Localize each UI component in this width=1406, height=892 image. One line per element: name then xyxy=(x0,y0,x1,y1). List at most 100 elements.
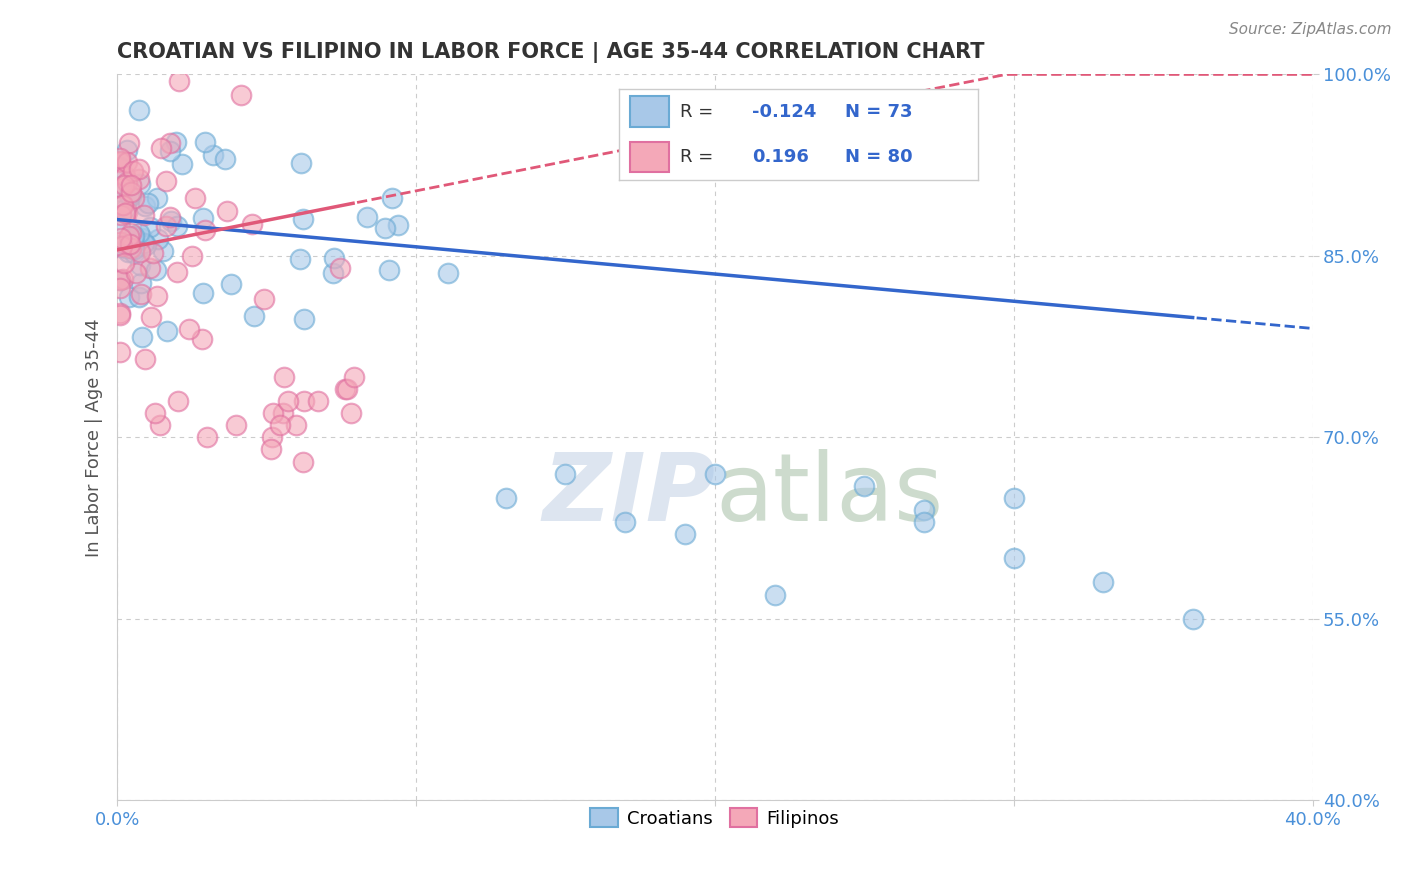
Point xyxy=(292,394,315,409)
Point xyxy=(333,382,356,396)
Point xyxy=(120,178,142,192)
Point xyxy=(167,74,190,88)
Text: ZIP: ZIP xyxy=(541,450,714,541)
Point xyxy=(112,256,135,270)
Point xyxy=(118,136,141,150)
Point xyxy=(437,267,460,281)
Point xyxy=(343,369,366,384)
Point xyxy=(155,219,177,233)
Point xyxy=(172,157,194,171)
Point xyxy=(118,188,141,202)
Point xyxy=(554,467,576,481)
Point xyxy=(122,236,145,251)
Point xyxy=(329,260,352,275)
Text: Source: ZipAtlas.com: Source: ZipAtlas.com xyxy=(1229,22,1392,37)
Point xyxy=(114,242,136,256)
Point xyxy=(120,186,142,200)
Point xyxy=(202,148,225,162)
Point xyxy=(378,262,401,277)
Point xyxy=(118,290,141,304)
Point xyxy=(262,406,284,420)
Point xyxy=(110,208,132,222)
Point xyxy=(146,232,169,246)
Point xyxy=(117,228,139,243)
Point xyxy=(165,135,187,149)
Point xyxy=(129,245,152,260)
Point xyxy=(387,218,409,232)
Point xyxy=(111,180,134,194)
Point xyxy=(135,237,157,252)
Point xyxy=(108,272,131,286)
Point xyxy=(108,281,131,295)
Point xyxy=(159,210,181,224)
Point xyxy=(108,308,131,322)
Point xyxy=(307,394,329,409)
Point xyxy=(166,265,188,279)
Point xyxy=(912,515,935,529)
Point xyxy=(271,406,294,420)
Point xyxy=(166,394,188,409)
Point xyxy=(673,527,696,541)
Point xyxy=(115,204,138,219)
Point xyxy=(150,141,173,155)
Point xyxy=(291,454,314,468)
Point xyxy=(120,226,142,240)
Point xyxy=(108,345,131,359)
Point xyxy=(108,154,131,169)
Point xyxy=(290,252,312,267)
Point xyxy=(763,588,786,602)
Point xyxy=(108,219,131,234)
Point xyxy=(273,369,295,384)
Text: atlas: atlas xyxy=(714,450,943,541)
Point xyxy=(134,199,156,213)
Point xyxy=(292,212,315,227)
Point xyxy=(128,161,150,176)
Point xyxy=(110,231,132,245)
Point xyxy=(127,233,149,247)
Point xyxy=(108,160,131,174)
Point xyxy=(260,442,283,457)
Point xyxy=(122,242,145,256)
Point xyxy=(495,491,517,505)
Point xyxy=(193,211,215,225)
Point xyxy=(159,144,181,158)
Point xyxy=(129,258,152,272)
Point xyxy=(110,198,132,212)
Point xyxy=(156,324,179,338)
Point xyxy=(115,155,138,169)
Point xyxy=(219,277,242,292)
Point xyxy=(122,191,145,205)
Point xyxy=(134,351,156,366)
Point xyxy=(243,310,266,324)
Point xyxy=(120,241,142,255)
Point xyxy=(703,467,725,481)
Point xyxy=(160,213,183,227)
Point xyxy=(112,178,135,193)
Point xyxy=(225,418,247,433)
Point xyxy=(111,239,134,253)
Point xyxy=(277,394,299,409)
Point xyxy=(269,418,291,433)
Point xyxy=(614,515,637,529)
Point xyxy=(128,227,150,241)
Point xyxy=(108,306,131,320)
Point xyxy=(336,382,359,396)
Point xyxy=(1182,612,1205,626)
Point xyxy=(120,237,142,252)
Point xyxy=(115,175,138,189)
Point xyxy=(1002,551,1025,566)
Point xyxy=(149,418,172,433)
Point xyxy=(108,235,131,250)
Point xyxy=(131,276,153,290)
Point xyxy=(120,189,142,203)
Point xyxy=(146,191,169,205)
Point xyxy=(117,245,139,260)
Point xyxy=(853,479,876,493)
Point xyxy=(145,263,167,277)
Point xyxy=(179,322,201,336)
Point xyxy=(139,310,162,325)
Point xyxy=(132,208,155,222)
Legend: Croatians, Filipinos: Croatians, Filipinos xyxy=(583,801,846,835)
Point xyxy=(285,418,308,433)
Point xyxy=(131,329,153,343)
